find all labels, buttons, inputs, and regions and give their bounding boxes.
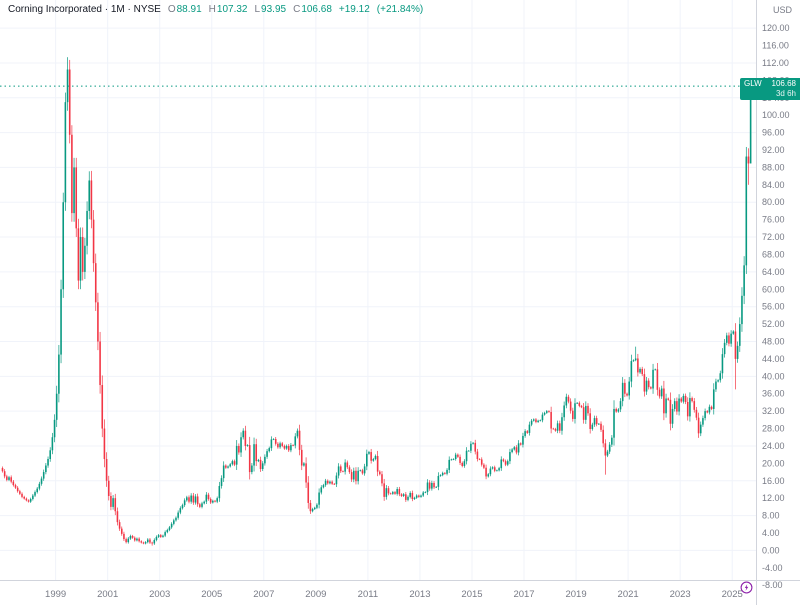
- svg-text:2025: 2025: [722, 589, 743, 600]
- svg-text:2009: 2009: [305, 589, 326, 600]
- symbol-legend[interactable]: Corning Incorporated · 1M · NYSE O88.91 …: [8, 4, 423, 15]
- svg-text:44.00: 44.00: [762, 354, 785, 364]
- svg-text:96.00: 96.00: [762, 128, 785, 138]
- svg-text:2021: 2021: [618, 589, 639, 600]
- svg-text:-8.00: -8.00: [762, 580, 783, 590]
- change-percent: (+21.84%): [376, 4, 424, 15]
- svg-text:76.00: 76.00: [762, 215, 785, 225]
- svg-text:2013: 2013: [409, 589, 430, 600]
- price-label-badge[interactable]: GLW 106.68 3d 6h: [740, 78, 800, 100]
- svg-text:68.00: 68.00: [762, 249, 785, 259]
- svg-text:2001: 2001: [97, 589, 118, 600]
- svg-text:20.00: 20.00: [762, 458, 785, 468]
- svg-text:116.00: 116.00: [762, 41, 789, 51]
- svg-text:80.00: 80.00: [762, 197, 785, 207]
- svg-text:16.00: 16.00: [762, 476, 785, 486]
- svg-text:0.00: 0.00: [762, 545, 780, 555]
- svg-text:2023: 2023: [670, 589, 691, 600]
- svg-text:2007: 2007: [253, 589, 274, 600]
- svg-text:2011: 2011: [358, 589, 378, 600]
- svg-text:4.00: 4.00: [762, 528, 780, 538]
- price-axis[interactable]: -8.00 -4.00 0.00 4.00 8.00 12.00 16.00 20.00 24.…: [762, 23, 790, 590]
- svg-text:100.00: 100.00: [762, 110, 790, 120]
- ohlc-close: C106.68: [293, 4, 332, 15]
- svg-text:28.00: 28.00: [762, 424, 785, 434]
- svg-text:72.00: 72.00: [762, 232, 785, 242]
- svg-text:40.00: 40.00: [762, 371, 785, 381]
- svg-text:2017: 2017: [513, 589, 534, 600]
- badge-symbol: GLW: [744, 79, 762, 88]
- svg-text:36.00: 36.00: [762, 389, 785, 399]
- svg-text:2019: 2019: [565, 589, 586, 600]
- svg-text:8.00: 8.00: [762, 511, 780, 521]
- go-to-realtime-icon[interactable]: [740, 581, 753, 594]
- svg-text:64.00: 64.00: [762, 267, 785, 277]
- svg-text:24.00: 24.00: [762, 441, 785, 451]
- svg-text:52.00: 52.00: [762, 319, 785, 329]
- symbol-title: Corning Incorporated · 1M · NYSE: [8, 4, 161, 15]
- svg-text:56.00: 56.00: [762, 302, 785, 312]
- svg-text:32.00: 32.00: [762, 406, 785, 416]
- svg-text:2015: 2015: [461, 589, 482, 600]
- svg-text:12.00: 12.00: [762, 493, 785, 503]
- lightning-icon: [744, 584, 749, 591]
- price-countdown: 3d 6h: [775, 89, 796, 98]
- svg-text:88.00: 88.00: [762, 162, 785, 172]
- ohlc-open: O88.91: [167, 4, 202, 15]
- badge-price: 106.68: [771, 79, 796, 88]
- svg-text:112.00: 112.00: [762, 58, 789, 68]
- svg-text:120.00: 120.00: [762, 23, 790, 33]
- ohlc-high: H107.32: [208, 4, 248, 15]
- ohlc-low: L93.95: [254, 4, 287, 15]
- svg-text:84.00: 84.00: [762, 180, 785, 190]
- candles-pane[interactable]: [1, 57, 752, 546]
- grid-lines: [0, 0, 756, 580]
- time-axis[interactable]: 1999 2001 2003 2005 2007 2009 2011 2013 2015 2017…: [45, 589, 743, 600]
- svg-text:-4.00: -4.00: [762, 563, 783, 573]
- svg-text:92.00: 92.00: [762, 145, 785, 155]
- svg-text:1999: 1999: [45, 589, 66, 600]
- svg-text:2005: 2005: [201, 589, 222, 600]
- currency-label: USD: [772, 5, 792, 15]
- svg-text:48.00: 48.00: [762, 337, 785, 347]
- svg-text:2003: 2003: [149, 589, 170, 600]
- change-absolute: +19.12: [338, 4, 370, 15]
- svg-text:60.00: 60.00: [762, 284, 785, 294]
